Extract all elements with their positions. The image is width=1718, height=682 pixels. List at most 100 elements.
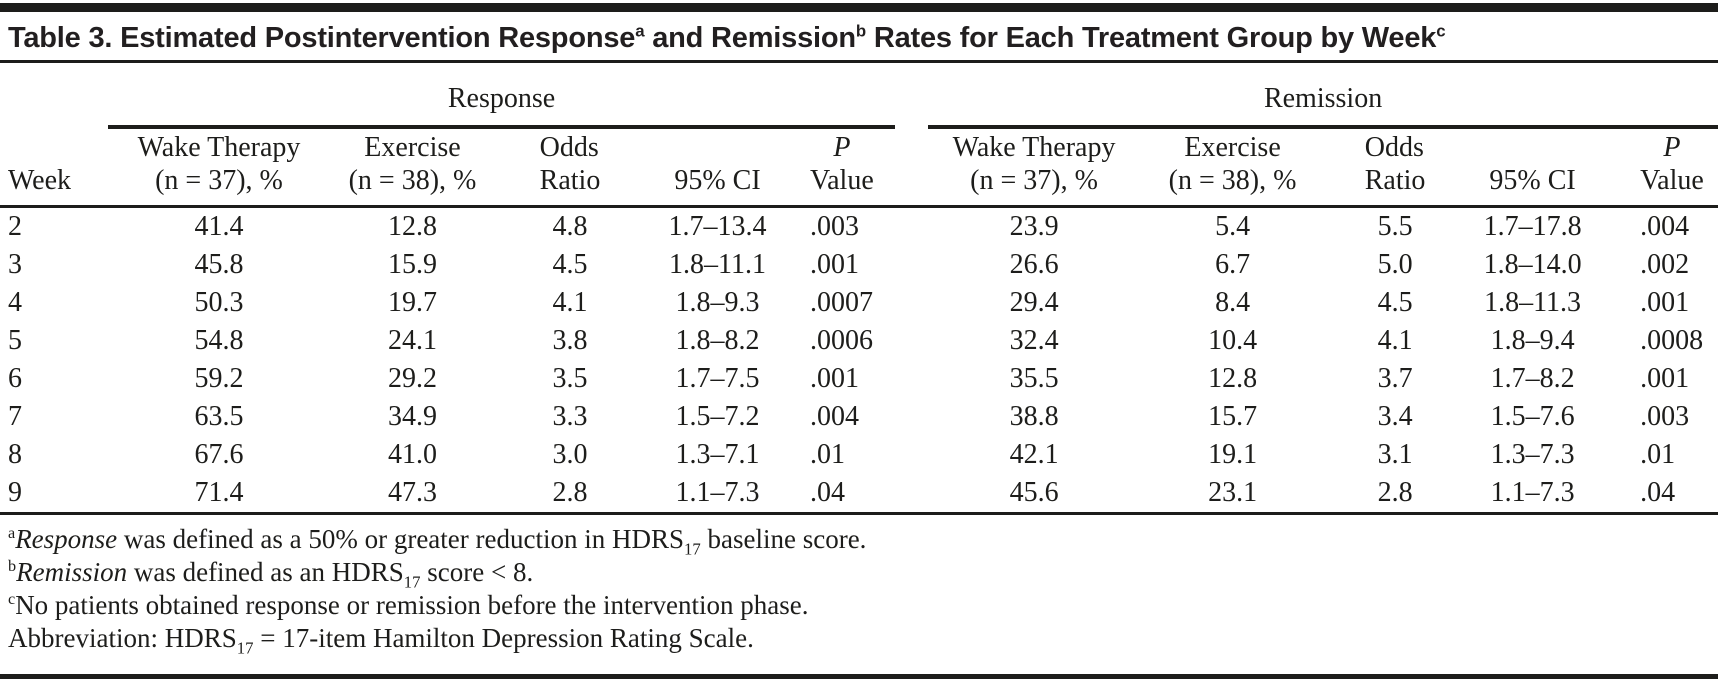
remission-ci-cell: 1.7–8.2 <box>1490 363 1575 394</box>
footnote-segment: score < 8. <box>420 557 534 587</box>
column-header-remission-p: P Value <box>1600 127 1718 208</box>
table-body: 2 41.4 12.8 4.8 1.7–13.4 .003 23.9 5.4 5.5 1.7–17… <box>0 207 1718 514</box>
remission-odds-ratio-cell: 5.0 <box>1377 249 1413 280</box>
remission-ci-cell: 1.7–17.8 <box>1483 211 1582 242</box>
remission-odds-ratio-cell: 4.1 <box>1377 325 1413 356</box>
value-label: Value <box>1640 165 1704 196</box>
remission-p-cell: .0008 <box>1640 325 1704 356</box>
footnote-segment: No patients obtained response or remissi… <box>15 590 809 620</box>
gap-cell <box>895 207 928 247</box>
top-rule <box>0 3 1718 12</box>
column-header-gap <box>895 127 929 208</box>
p-label: P <box>1663 132 1681 163</box>
title-text: Table 3. Estimated Postintervention Resp… <box>8 22 636 54</box>
table-row-week-2: 2 41.4 12.8 4.8 1.7–13.4 .003 23.9 5.4 5.5 1.7–17… <box>0 207 1718 247</box>
table-row-week-7: 7 63.5 34.9 3.3 1.5–7.2 .004 38.8 15.7 3.4 1.5–7.… <box>0 398 1718 436</box>
response-odds-ratio-cell: 4.8 <box>552 211 588 242</box>
ratio-label: Ratio <box>1364 165 1426 196</box>
p-label: P <box>833 132 851 163</box>
gap-cell <box>895 360 928 398</box>
table-title: Table 3. Estimated Postintervention Resp… <box>0 12 1718 63</box>
footnote-segment: Abbreviation: HDRS <box>8 623 237 653</box>
response-exercise-cell: 41.0 <box>388 439 437 470</box>
remission-wake-cell: 32.4 <box>1009 325 1059 356</box>
response-exercise-cell: 47.3 <box>388 477 437 508</box>
remission-ci-cell: 1.8–14.0 <box>1483 249 1582 280</box>
response-ci-cell: 1.1–7.3 <box>675 477 760 508</box>
group-header-spacer-week <box>0 63 108 127</box>
footnote-line: aResponse was defined as a 50% or greate… <box>8 523 1710 557</box>
week-cell: 8 <box>8 439 22 470</box>
remission-wake-cell: 38.8 <box>1009 401 1059 432</box>
column-header-remission-wake: Wake Therapy (n = 37), % <box>928 127 1141 208</box>
response-wake-cell: 71.4 <box>194 477 244 508</box>
exercise-n-label: (n = 38), % <box>1168 165 1297 196</box>
table-row-week-5: 5 54.8 24.1 3.8 1.8–8.2 .0006 32.4 10.4 4.1 1.8–9… <box>0 322 1718 360</box>
wake-therapy-label: Wake Therapy <box>952 132 1116 163</box>
response-wake-cell: 59.2 <box>194 363 244 394</box>
gap-cell <box>895 246 928 284</box>
footnote-segment: baseline score. <box>700 524 867 554</box>
footnote-segment: was defined as an HDRS <box>127 557 404 587</box>
response-odds-ratio-cell: 4.5 <box>552 249 588 280</box>
table-row-week-8: 8 67.6 41.0 3.0 1.3–7.1 .01 42.1 19.1 3.1 1.3–7.3… <box>0 436 1718 474</box>
group-header-gap <box>895 63 928 127</box>
response-p-cell: .0006 <box>810 325 873 356</box>
remission-wake-cell: 26.6 <box>1009 249 1059 280</box>
remission-wake-cell: 29.4 <box>1009 287 1059 318</box>
column-header-remission-odds-ratio: Odds Ratio <box>1325 127 1466 208</box>
remission-wake-cell: 45.6 <box>1009 477 1059 508</box>
remission-ci-cell: 1.3–7.3 <box>1490 439 1575 470</box>
odds-label: Odds <box>1364 132 1424 163</box>
footnote-segment: b <box>8 557 17 575</box>
response-ci-cell: 1.8–9.3 <box>675 287 760 318</box>
remission-ci-cell: 1.8–9.4 <box>1490 325 1575 356</box>
response-ci-cell: 1.8–8.2 <box>675 325 760 356</box>
response-p-cell: .001 <box>810 363 859 394</box>
gap-cell <box>895 436 928 474</box>
remission-exercise-cell: 23.1 <box>1208 477 1258 508</box>
table-row-week-3: 3 45.8 15.9 4.5 1.8–11.1 .001 26.6 6.7 5.0 1.8–14… <box>0 246 1718 284</box>
exercise-n-label: (n = 38), % <box>348 165 477 196</box>
column-header-response-wake: Wake Therapy (n = 37), % <box>108 127 330 208</box>
exercise-label: Exercise <box>364 132 461 163</box>
remission-p-cell: .001 <box>1640 287 1690 318</box>
title-superscript: a <box>635 21 645 41</box>
value-label: Value <box>810 165 874 196</box>
column-header-response-exercise: Exercise (n = 38), % <box>330 127 495 208</box>
column-header-response-p: P Value <box>790 127 896 208</box>
footnote-line: cNo patients obtained response or remiss… <box>8 589 1710 622</box>
footnote-line: Abbreviation: HDRS17 = 17-item Hamilton … <box>8 622 1710 658</box>
remission-ci-cell: 1.8–11.3 <box>1484 287 1582 318</box>
response-ci-cell: 1.7–7.5 <box>675 363 760 394</box>
remission-exercise-cell: 6.7 <box>1215 249 1251 280</box>
remission-p-cell: .01 <box>1640 439 1676 470</box>
response-exercise-cell: 29.2 <box>388 363 437 394</box>
remission-exercise-cell: 15.7 <box>1208 401 1258 432</box>
response-ci-cell: 1.3–7.1 <box>675 439 760 470</box>
remission-odds-ratio-cell: 3.7 <box>1377 363 1413 394</box>
remission-ci-cell: 1.1–7.3 <box>1490 477 1575 508</box>
remission-exercise-cell: 8.4 <box>1215 287 1251 318</box>
response-ci-cell: 1.8–11.1 <box>669 249 766 280</box>
gap-cell <box>895 398 928 436</box>
response-wake-cell: 45.8 <box>194 249 244 280</box>
column-header-response-odds-ratio: Odds Ratio <box>495 127 645 208</box>
response-odds-ratio-cell: 3.3 <box>552 401 588 432</box>
remission-exercise-cell: 10.4 <box>1208 325 1258 356</box>
footnote-segment: 17 <box>236 638 254 658</box>
remission-p-cell: .04 <box>1640 477 1676 508</box>
response-wake-cell: 41.4 <box>194 211 244 242</box>
footnote-line: bRemission was defined as an HDRS17 scor… <box>8 556 1710 590</box>
gap-cell <box>895 322 928 360</box>
remission-p-cell: .002 <box>1640 249 1690 280</box>
response-p-cell: .004 <box>810 401 859 432</box>
gap-cell <box>895 284 928 322</box>
response-p-cell: .003 <box>810 211 859 242</box>
footnote-segment: Remission <box>16 557 128 587</box>
response-exercise-cell: 24.1 <box>388 325 437 356</box>
response-odds-ratio-cell: 3.5 <box>552 363 588 394</box>
response-exercise-cell: 19.7 <box>388 287 437 318</box>
response-ci-cell: 1.5–7.2 <box>675 401 760 432</box>
